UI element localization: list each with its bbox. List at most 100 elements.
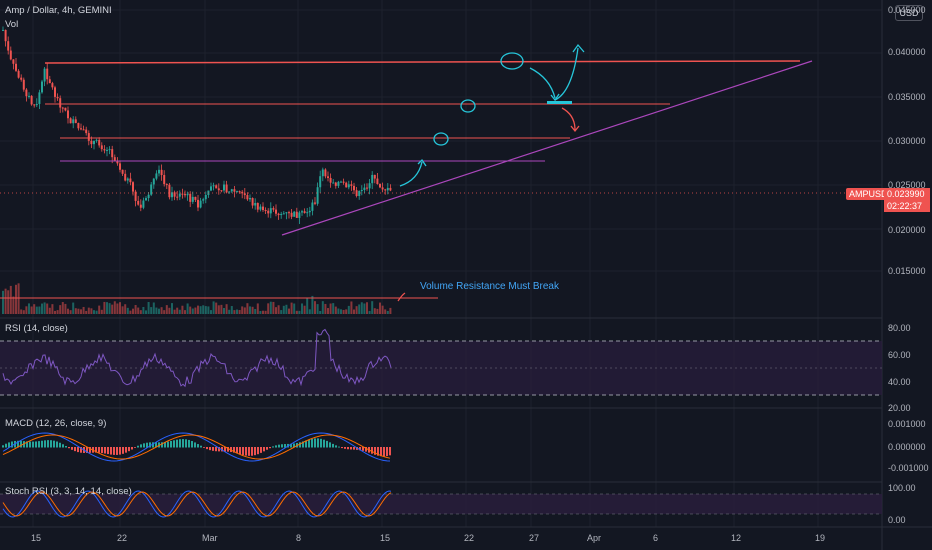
candle-body [4,29,7,42]
candle-body [48,79,51,84]
volume-bar [129,310,132,314]
candle-body [69,118,72,124]
macd-histogram-bar [215,447,217,452]
candle-body [173,192,176,197]
candle-body [7,41,10,51]
candle-body [38,92,41,104]
candle-body [306,212,309,214]
candle-body [345,182,348,188]
volume-bar [72,302,75,314]
candle-body [202,199,205,201]
resistance-line-top[interactable] [44,60,801,64]
candle-body [121,169,124,174]
volume-bar [48,307,51,314]
volume-bar [230,306,233,314]
macd-histogram-bar [131,447,133,450]
volume-bar [41,303,43,314]
circle-annotation[interactable] [460,99,476,113]
macd-histogram-bar [44,440,46,448]
candle-body [358,190,361,197]
volume-bar [373,308,376,314]
macd-histogram-bar [275,445,277,448]
volume-bar [350,301,353,314]
candle-body [12,59,15,64]
volume-bar [314,301,316,314]
candle-body [108,149,111,151]
volume-bar [186,303,189,314]
volume-bar [155,307,158,314]
candle-body [303,211,306,214]
candle-body [28,95,30,97]
macd-histogram-bar [236,447,238,454]
volume-bar [386,310,389,314]
candle-body [30,95,33,105]
currency-badge[interactable]: USD [895,5,923,21]
macd-axis-label: 0.000000 [888,442,926,452]
arrow-up-annotation[interactable] [397,292,406,302]
symbol-tag: AMPUSD [846,188,891,200]
candle-body [275,209,277,214]
macd-histogram-bar [206,447,208,450]
volume-annotation-text[interactable]: Volume Resistance Must Break [420,281,559,292]
candle-body [293,211,296,217]
candle-body [379,184,381,188]
volume-bar [7,290,10,314]
candle-body [210,186,212,191]
ascending-trendline[interactable] [281,60,813,236]
macd-histogram-bar [362,447,364,451]
volume-label[interactable]: Vol [5,19,19,30]
candle-body [311,202,314,211]
volume-bar [137,307,140,314]
macd-histogram-bar [341,447,343,449]
volume-bar [363,303,366,314]
volume-bar [124,304,127,314]
volume-bar [168,307,171,314]
candle-body [124,173,127,181]
macd-histogram-bar [167,441,169,448]
macd-histogram-bar [140,444,142,448]
volume-bar [236,309,238,314]
macd-histogram-bar [173,440,175,448]
volume-bar [251,306,254,314]
volume-bar [321,301,324,314]
macd-histogram-bar [191,441,193,448]
macd-histogram [2,438,391,457]
candle-body [152,178,155,185]
macd-histogram-bar [20,440,22,448]
arrow-down-annotation[interactable] [529,67,556,99]
macd-histogram-bar [353,447,355,450]
candle-body [212,185,215,187]
arrow-up-annotation[interactable] [554,47,579,101]
circle-annotation[interactable] [433,132,449,146]
volume-bar [160,307,163,314]
marker-annotation[interactable] [547,101,572,104]
candle-body [215,185,218,189]
macd-histogram-bar [269,447,271,449]
volume-bar [77,308,80,314]
volume-bar [158,308,160,314]
candlesticks [2,26,392,224]
arrow-down-annotation[interactable] [561,107,576,131]
time-axis-label: 22 [464,533,475,543]
candle-body [340,181,342,183]
volume-bar [4,288,7,314]
macd-label[interactable]: MACD (12, 26, close, 9) [5,418,107,429]
macd-histogram-bar [125,447,127,453]
candle-body [95,139,98,141]
volume-bar [116,303,119,314]
volume-bar [246,303,249,314]
candle-body [288,212,290,214]
macd-histogram-bar [314,438,316,448]
last-price-value: 0.023990 [884,188,930,200]
candle-body [85,129,88,134]
circle-annotation[interactable] [500,52,524,70]
volume-bar [295,310,298,314]
rsi-label[interactable]: RSI (14, close) [5,323,68,334]
stoch-label[interactable]: Stoch RSI (3, 3, 14, 14, close) [5,486,132,497]
candle-body [259,206,262,210]
chart-title[interactable]: Amp / Dollar, 4h, GEMINI [5,5,112,16]
price-axis-label: 0.045000 [888,5,926,15]
candle-body [160,169,163,176]
arrow-up-annotation[interactable] [399,161,423,187]
